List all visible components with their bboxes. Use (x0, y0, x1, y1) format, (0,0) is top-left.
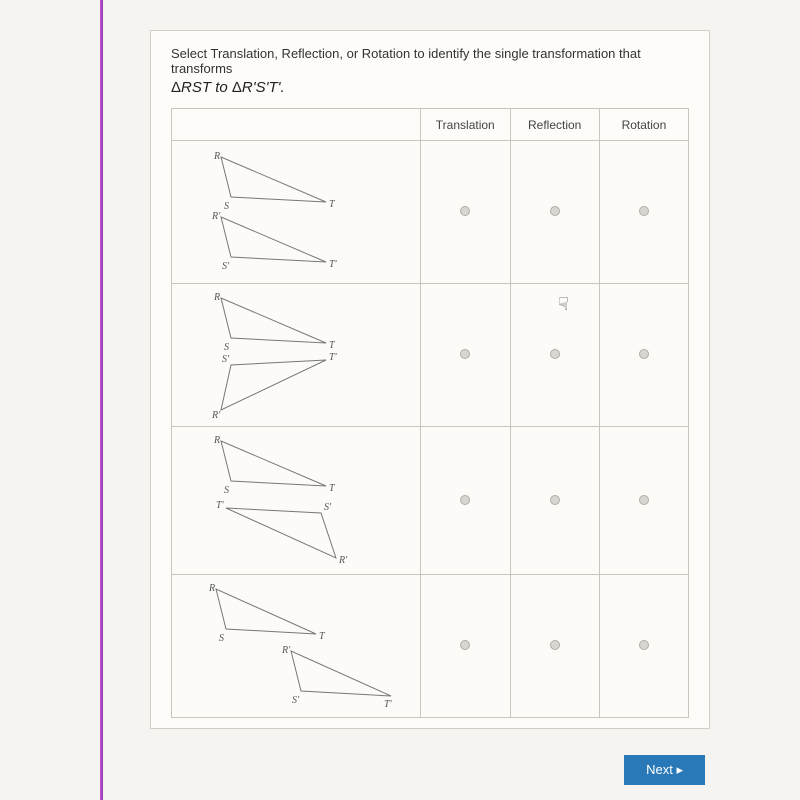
question-line1: Select Translation, Reflection, or Rotat… (171, 46, 689, 76)
radio-icon (550, 206, 560, 216)
header-blank (172, 109, 421, 141)
radio-3-rotation[interactable] (599, 427, 688, 575)
figure-4: R S T R' S' T' (172, 575, 421, 718)
figure-3: R S T R' S' T' (172, 427, 421, 575)
radio-3-reflection[interactable] (510, 427, 599, 575)
radio-2-translation[interactable] (421, 284, 510, 427)
radio-icon (639, 640, 649, 650)
header-rotation: Rotation (599, 109, 688, 141)
radio-4-translation[interactable] (421, 575, 510, 718)
header-reflection: Reflection (510, 109, 599, 141)
svg-text:T': T' (329, 259, 338, 270)
svg-text:R': R' (211, 211, 221, 222)
radio-2-reflection[interactable]: ☟ (510, 284, 599, 427)
svg-text:S: S (219, 633, 224, 644)
figure-2: R S T R' S' T' (172, 284, 421, 427)
radio-icon (639, 495, 649, 505)
radio-4-rotation[interactable] (599, 575, 688, 718)
svg-text:T': T' (329, 352, 338, 363)
svg-text:R': R' (211, 410, 221, 420)
radio-2-rotation[interactable] (599, 284, 688, 427)
svg-text:S: S (224, 201, 229, 212)
svg-text:T: T (329, 483, 336, 494)
radio-icon (639, 206, 649, 216)
triangle-diagram-3: R S T R' S' T' (196, 433, 396, 568)
radio-1-rotation[interactable] (599, 141, 688, 284)
radio-icon (460, 640, 470, 650)
radio-icon (460, 206, 470, 216)
triangle-diagram-4: R S T R' S' T' (196, 581, 396, 711)
answer-table: Translation Reflection Rotation R S T R'… (171, 108, 689, 718)
table-row: R S T R' S' T' (172, 575, 689, 718)
triangle-diagram-1: R S T R' S' T' (196, 147, 396, 277)
question-line2: ΔRST to ΔR'S'T'. (171, 79, 689, 96)
radio-icon (550, 640, 560, 650)
svg-text:S': S' (324, 502, 332, 513)
svg-text:S': S' (222, 354, 230, 365)
radio-3-translation[interactable] (421, 427, 510, 575)
svg-text:S: S (224, 485, 229, 496)
svg-text:T: T (319, 631, 326, 642)
radio-icon (639, 349, 649, 359)
table-row: R S T R' S' T' (172, 427, 689, 575)
svg-text:S: S (224, 342, 229, 353)
svg-text:T: T (329, 340, 336, 351)
cursor-icon: ☟ (558, 294, 569, 315)
svg-text:R: R (208, 583, 215, 594)
question-panel: Select Translation, Reflection, or Rotat… (150, 30, 710, 729)
triangle-diagram-2: R S T R' S' T' (196, 290, 396, 420)
figure-1: R S T R' S' T' (172, 141, 421, 284)
table-row: R S T R' S' T' (172, 141, 689, 284)
radio-icon (550, 495, 560, 505)
header-row: Translation Reflection Rotation (172, 109, 689, 141)
header-translation: Translation (421, 109, 510, 141)
svg-text:T': T' (384, 699, 393, 710)
next-button[interactable]: Next ▸ (624, 755, 705, 785)
radio-icon (550, 349, 560, 359)
radio-4-reflection[interactable] (510, 575, 599, 718)
svg-text:S': S' (222, 261, 230, 272)
svg-text:T': T' (216, 500, 225, 511)
radio-1-reflection[interactable] (510, 141, 599, 284)
svg-text:R: R (213, 151, 220, 162)
svg-text:R': R' (338, 555, 348, 566)
svg-text:T: T (329, 199, 336, 210)
radio-icon (460, 495, 470, 505)
svg-text:R': R' (281, 645, 291, 656)
svg-text:R: R (213, 292, 220, 303)
svg-text:S': S' (292, 695, 300, 706)
svg-text:R: R (213, 435, 220, 446)
margin-line (100, 0, 103, 800)
radio-1-translation[interactable] (421, 141, 510, 284)
table-row: R S T R' S' T' ☟ (172, 284, 689, 427)
radio-icon (460, 349, 470, 359)
